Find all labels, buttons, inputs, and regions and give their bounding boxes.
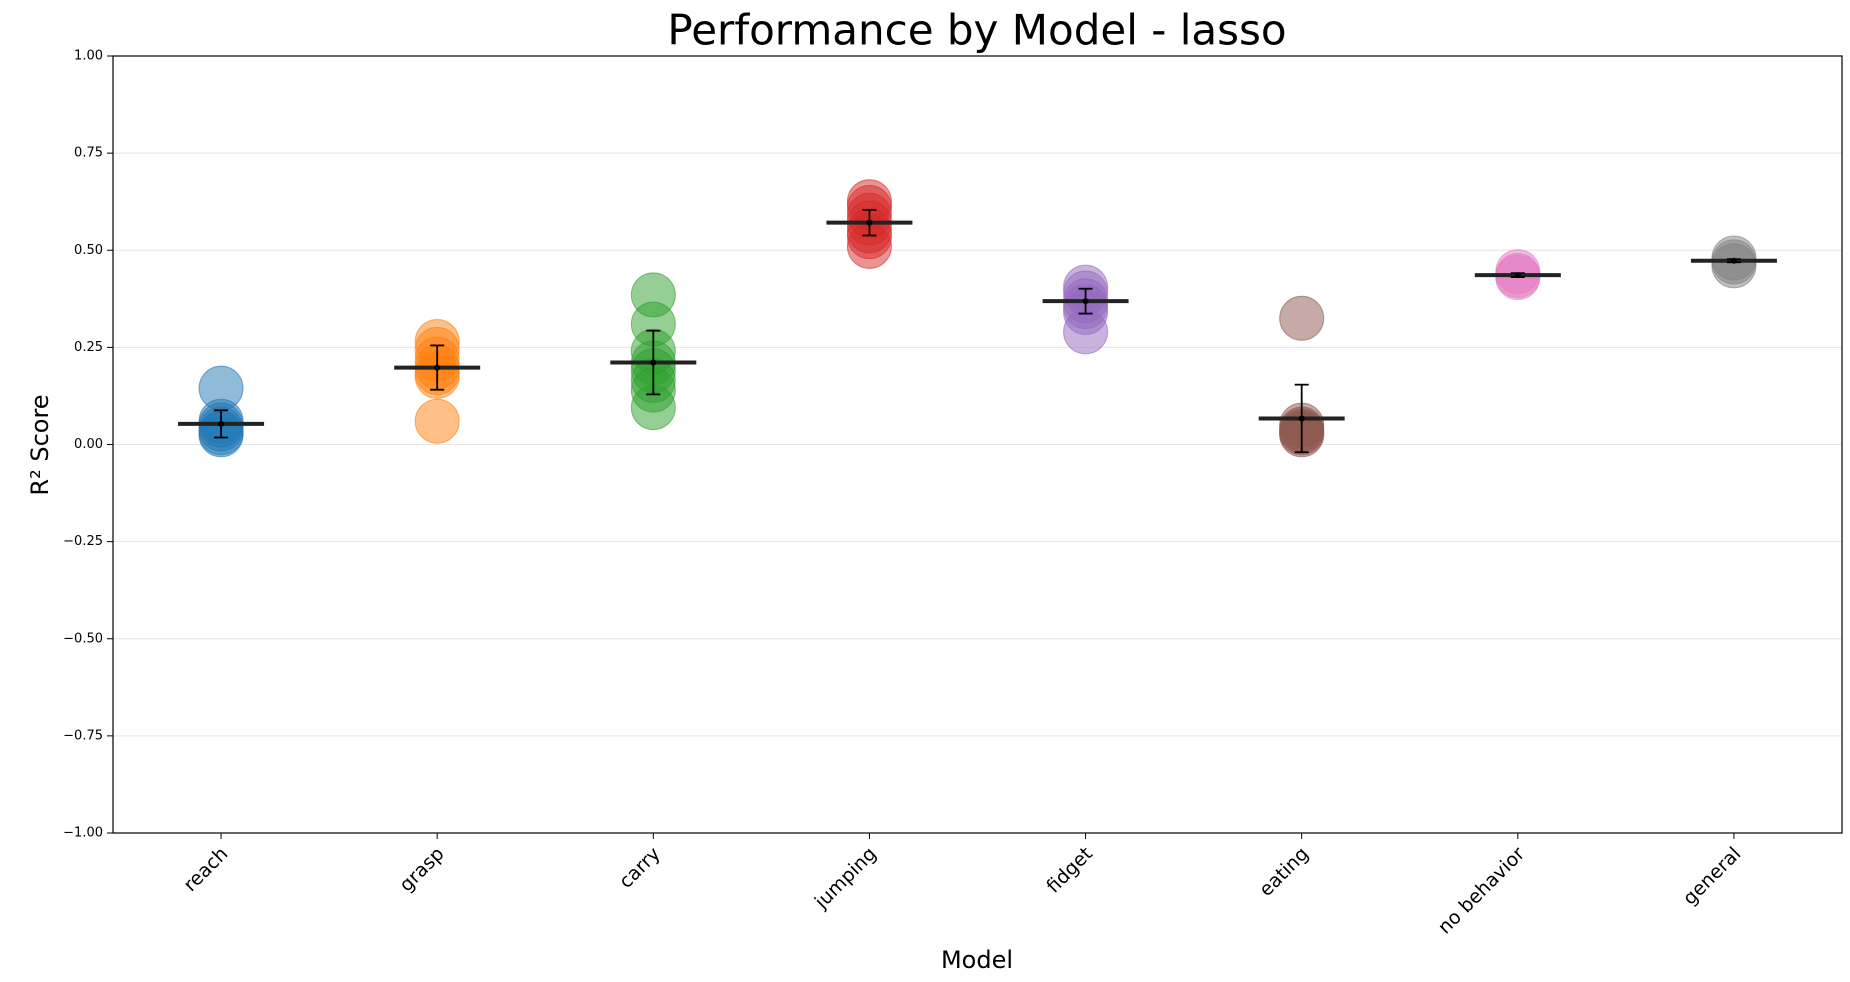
plot-frame: [112, 55, 1843, 834]
mean-point: [1730, 257, 1737, 264]
data-point: [1711, 243, 1757, 289]
y-tick-label: 0.00: [74, 437, 103, 452]
y-tick-label: −0.75: [63, 728, 103, 743]
y-tick-label: −0.50: [63, 631, 103, 646]
mean-point: [434, 364, 441, 371]
data-point: [1063, 309, 1109, 355]
y-axis-label: R² Score: [26, 394, 54, 495]
x-tick-label: eating: [1255, 843, 1313, 901]
x-tick-label: reach: [179, 843, 232, 896]
mean-point: [1298, 415, 1305, 422]
y-tick-label: 0.50: [74, 243, 103, 258]
y-tick-label: −1.00: [63, 826, 103, 841]
mean-point: [1082, 298, 1089, 305]
x-tick-label: no behavior: [1434, 843, 1530, 939]
data-point: [414, 398, 460, 444]
mean-point: [650, 359, 657, 366]
x-tick-label: carry: [615, 843, 665, 893]
chart-title: Performance by Model - lasso: [667, 6, 1286, 55]
y-tick-label: 1.00: [74, 49, 103, 64]
y-tick-label: −0.25: [63, 534, 103, 549]
x-tick-label: jumping: [810, 843, 881, 914]
mean-point: [866, 219, 873, 226]
x-tick-label: general: [1679, 843, 1746, 910]
mean-point: [218, 420, 225, 427]
data-point: [1279, 295, 1325, 341]
x-tick-label: grasp: [395, 843, 448, 896]
mean-point: [1514, 272, 1521, 279]
y-tick-label: 0.25: [74, 340, 103, 355]
x-axis-label: Model: [941, 946, 1013, 974]
x-tick-label: fidget: [1042, 843, 1097, 898]
y-tick-label: 0.75: [74, 146, 103, 161]
